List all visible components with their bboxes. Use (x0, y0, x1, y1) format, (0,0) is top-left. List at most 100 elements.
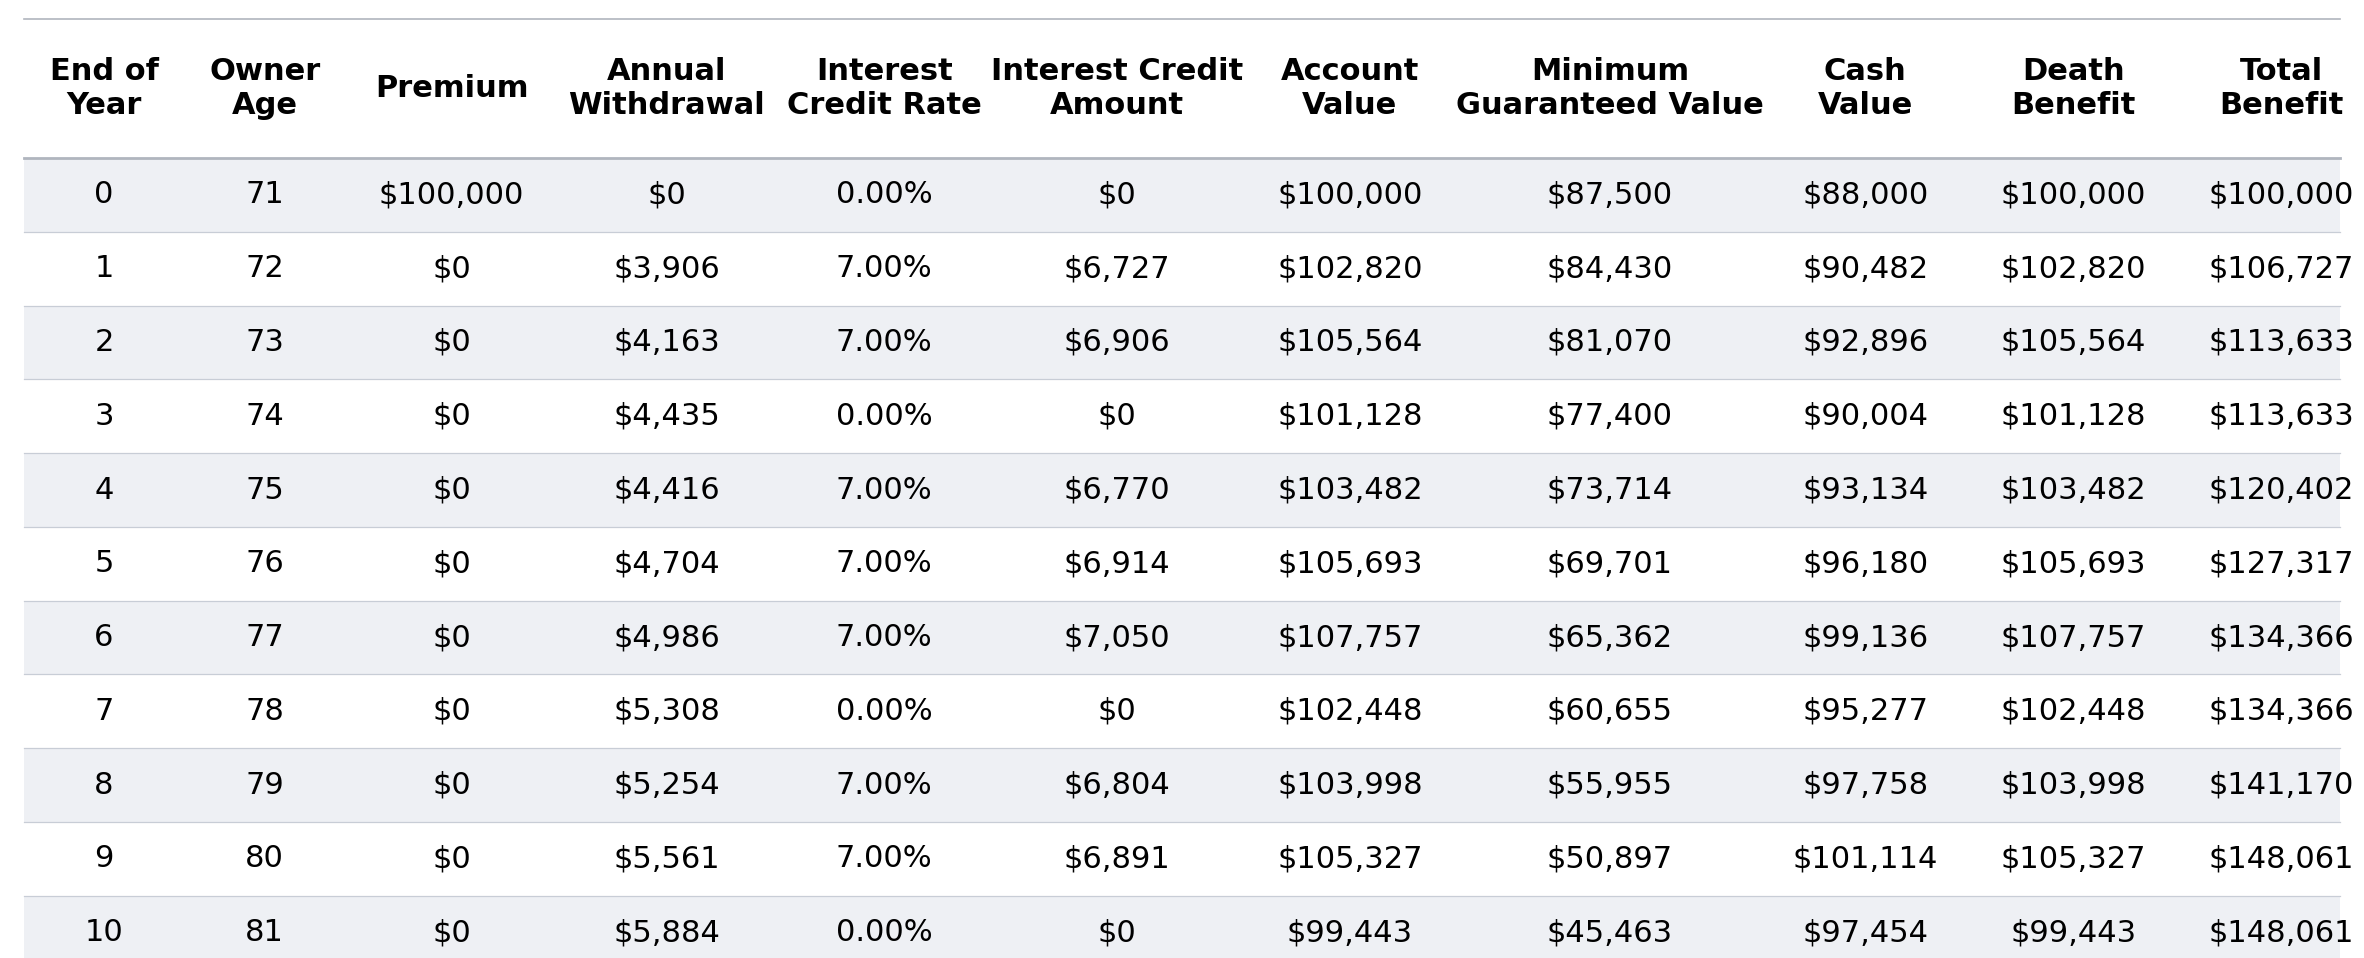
Text: $6,914: $6,914 (1064, 549, 1170, 579)
Bar (24, 232, 2340, 306)
Bar (24, 601, 2340, 674)
Text: 7.00%: 7.00% (837, 549, 931, 579)
Text: $99,443: $99,443 (2009, 918, 2137, 947)
Text: $106,727: $106,727 (2208, 254, 2355, 284)
Text: $0: $0 (433, 254, 470, 284)
Text: $127,317: $127,317 (2208, 549, 2355, 579)
Text: 8: 8 (95, 770, 113, 800)
Bar (24, 19, 2340, 158)
Text: $92,896: $92,896 (1801, 328, 1929, 357)
Text: $5,308: $5,308 (612, 696, 721, 726)
Text: $141,170: $141,170 (2208, 770, 2355, 800)
Text: $65,362: $65,362 (1546, 623, 1674, 652)
Text: $113,633: $113,633 (2208, 401, 2355, 431)
Text: $101,114: $101,114 (1792, 844, 1938, 874)
Text: Owner
Age: Owner Age (208, 57, 322, 121)
Text: 0: 0 (95, 180, 113, 210)
Text: $6,906: $6,906 (1064, 328, 1170, 357)
Bar (24, 158, 2340, 232)
Text: 0.00%: 0.00% (837, 696, 931, 726)
Text: $102,820: $102,820 (1277, 254, 1423, 284)
Text: Account
Value: Account Value (1281, 57, 1418, 121)
Text: 7.00%: 7.00% (837, 844, 931, 874)
Text: $101,128: $101,128 (1277, 401, 1423, 431)
Text: $4,986: $4,986 (612, 623, 721, 652)
Bar (24, 453, 2340, 527)
Text: $4,416: $4,416 (612, 475, 721, 505)
Bar (24, 822, 2340, 896)
Bar (24, 748, 2340, 822)
Text: $50,897: $50,897 (1546, 844, 1674, 874)
Text: $6,891: $6,891 (1064, 844, 1170, 874)
Text: $103,998: $103,998 (2000, 770, 2147, 800)
Text: $4,163: $4,163 (612, 328, 721, 357)
Text: 0.00%: 0.00% (837, 401, 931, 431)
Text: $77,400: $77,400 (1546, 401, 1674, 431)
Text: $99,136: $99,136 (1801, 623, 1929, 652)
Text: $0: $0 (433, 696, 470, 726)
Text: $148,061: $148,061 (2208, 918, 2355, 947)
Text: $134,366: $134,366 (2208, 623, 2355, 652)
Text: $0: $0 (433, 623, 470, 652)
Text: 1: 1 (95, 254, 113, 284)
Text: 7: 7 (95, 696, 113, 726)
Text: 73: 73 (246, 328, 284, 357)
Text: $60,655: $60,655 (1546, 696, 1674, 726)
Text: $0: $0 (433, 844, 470, 874)
Text: $0: $0 (648, 180, 686, 210)
Text: $148,061: $148,061 (2208, 844, 2355, 874)
Text: $97,758: $97,758 (1801, 770, 1929, 800)
Text: 2: 2 (95, 328, 113, 357)
Text: $0: $0 (1097, 696, 1137, 726)
Text: $105,564: $105,564 (2000, 328, 2147, 357)
Text: $0: $0 (433, 401, 470, 431)
Text: 10: 10 (85, 918, 123, 947)
Text: $95,277: $95,277 (1801, 696, 1929, 726)
Text: Cash
Value: Cash Value (1818, 57, 1912, 121)
Text: $103,482: $103,482 (1277, 475, 1423, 505)
Text: 81: 81 (246, 918, 284, 947)
Text: $0: $0 (433, 918, 470, 947)
Text: 3: 3 (95, 401, 113, 431)
Text: $102,448: $102,448 (1277, 696, 1423, 726)
Text: $6,804: $6,804 (1064, 770, 1170, 800)
Bar (24, 674, 2340, 748)
Text: $120,402: $120,402 (2208, 475, 2355, 505)
Text: 6: 6 (95, 623, 113, 652)
Text: $105,564: $105,564 (1277, 328, 1423, 357)
Bar (24, 527, 2340, 601)
Text: $96,180: $96,180 (1801, 549, 1929, 579)
Text: $93,134: $93,134 (1801, 475, 1929, 505)
Text: Death
Benefit: Death Benefit (2012, 57, 2135, 121)
Text: $0: $0 (433, 328, 470, 357)
Text: Total
Benefit: Total Benefit (2220, 57, 2343, 121)
Text: $103,998: $103,998 (1277, 770, 1423, 800)
Text: $88,000: $88,000 (1801, 180, 1929, 210)
Text: $97,454: $97,454 (1801, 918, 1929, 947)
Text: $6,727: $6,727 (1064, 254, 1170, 284)
Text: 80: 80 (246, 844, 284, 874)
Text: 4: 4 (95, 475, 113, 505)
Bar (24, 896, 2340, 958)
Text: $113,633: $113,633 (2208, 328, 2355, 357)
Text: $107,757: $107,757 (2000, 623, 2147, 652)
Text: $102,448: $102,448 (2000, 696, 2147, 726)
Text: $0: $0 (433, 475, 470, 505)
Text: $84,430: $84,430 (1546, 254, 1674, 284)
Text: $3,906: $3,906 (612, 254, 721, 284)
Text: $103,482: $103,482 (2000, 475, 2147, 505)
Text: $99,443: $99,443 (1286, 918, 1414, 947)
Text: $105,327: $105,327 (2000, 844, 2147, 874)
Text: 0.00%: 0.00% (837, 918, 931, 947)
Text: $0: $0 (433, 549, 470, 579)
Text: $55,955: $55,955 (1546, 770, 1674, 800)
Text: 7.00%: 7.00% (837, 475, 931, 505)
Text: $107,757: $107,757 (1277, 623, 1423, 652)
Text: $134,366: $134,366 (2208, 696, 2355, 726)
Text: 5: 5 (95, 549, 113, 579)
Text: 76: 76 (246, 549, 284, 579)
Text: 72: 72 (246, 254, 284, 284)
Text: $0: $0 (1097, 180, 1137, 210)
Text: $100,000: $100,000 (1277, 180, 1423, 210)
Text: $5,254: $5,254 (612, 770, 721, 800)
